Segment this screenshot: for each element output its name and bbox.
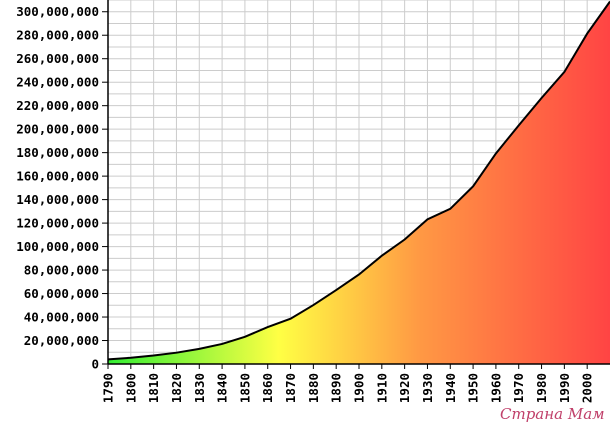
y-tick-label: 280,000,000	[16, 28, 99, 43]
y-tick-label: 140,000,000	[16, 192, 99, 207]
x-tick-label: 1950	[466, 373, 481, 403]
area-fill	[108, 1, 610, 364]
x-tick-label: 1860	[260, 373, 275, 403]
series-line	[107, 0, 610, 361]
x-tick-label: 2000	[580, 373, 595, 403]
y-tick-label: 300,000,000	[16, 4, 99, 19]
x-tick-label: 1810	[146, 373, 161, 403]
x-tick-label: 1800	[123, 373, 138, 403]
x-tick-label: 1830	[192, 373, 207, 403]
x-tick-label: 1980	[534, 373, 549, 403]
x-tick-label: 1820	[169, 373, 184, 403]
x-tick-label: 1900	[352, 373, 367, 403]
y-tick-label: 180,000,000	[16, 145, 99, 160]
y-tick-label: 200,000,000	[16, 122, 99, 137]
y-tick-label: 260,000,000	[16, 51, 99, 66]
y-tick-label: 120,000,000	[16, 216, 99, 231]
y-tick-label: 160,000,000	[16, 169, 99, 184]
y-tick-label: 100,000,000	[16, 239, 99, 254]
x-tick-label: 1870	[283, 373, 298, 403]
y-tick-label: 20,000,000	[24, 333, 99, 348]
y-tick-label: 40,000,000	[24, 310, 99, 325]
x-tick-label: 1960	[488, 373, 503, 403]
x-tick-label: 1790	[101, 373, 116, 403]
y-tick-labels: 0 20,000,000 40,000,000 60,000,000 80,000,00…	[16, 4, 108, 372]
y-tick-label: 220,000,000	[16, 98, 99, 113]
x-tick-label: 1990	[557, 373, 572, 403]
x-tick-label: 1850	[237, 373, 252, 403]
x-tick-label: 1880	[306, 373, 321, 403]
x-tick-labels: 1790 1800 1810 1820 1830 1840 1850 1860 1870 1880…	[101, 364, 595, 403]
x-tick-label: 1920	[397, 373, 412, 403]
x-tick-label: 1970	[511, 373, 526, 403]
x-tick-label: 1890	[329, 373, 344, 403]
x-tick-label: 1940	[443, 373, 458, 403]
watermark-text: Страна Мам	[500, 405, 605, 423]
x-tick-label: 1840	[215, 373, 230, 403]
x-tick-label: 1930	[420, 373, 435, 403]
y-tick-label: 0	[91, 357, 99, 372]
y-tick-label: 80,000,000	[24, 263, 99, 278]
y-tick-label: 60,000,000	[24, 286, 99, 301]
x-tick-label: 1910	[374, 373, 389, 403]
y-tick-label: 240,000,000	[16, 75, 99, 90]
